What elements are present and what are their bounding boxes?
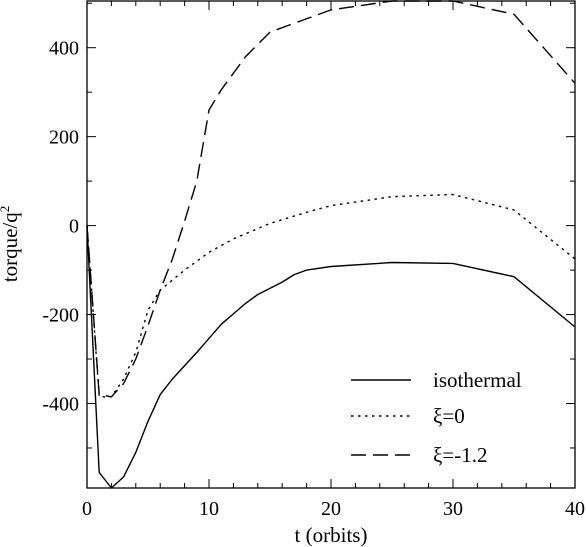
legend-label-2: ξ=-1.2 [433,443,487,467]
legend-label-1: ξ=0 [433,404,465,428]
y-tick-label: 200 [49,127,79,149]
y-tick-label: 0 [69,216,79,238]
x-tick-label: 30 [443,498,463,520]
series-line-0 [86,225,576,489]
plot-frame [86,0,576,489]
legend: isothermal ξ=0 ξ=-1.2 [351,368,522,467]
tick-labels: 0 10 20 30 40 -400 -200 0 200 400 [42,38,585,520]
axis-ticks [86,1,576,488]
y-tick-label: -400 [42,393,79,415]
series-line-2 [86,0,576,398]
y-axis-label: torque/q2 [0,206,22,282]
y-tick-label: 400 [49,38,79,60]
series-layer [86,0,576,489]
legend-label-0: isothermal [433,368,522,392]
y-tick-label: -200 [42,305,79,327]
x-tick-label: 10 [199,498,219,520]
x-tick-label: 20 [321,498,341,520]
y-axis-label-main: torque/q [0,212,22,282]
y-axis-label-superscript: 2 [0,206,12,213]
x-tick-label: 40 [565,498,585,520]
x-axis-label: t (orbits) [295,523,368,547]
series-line-1 [86,193,576,398]
x-tick-label: 0 [82,498,92,520]
